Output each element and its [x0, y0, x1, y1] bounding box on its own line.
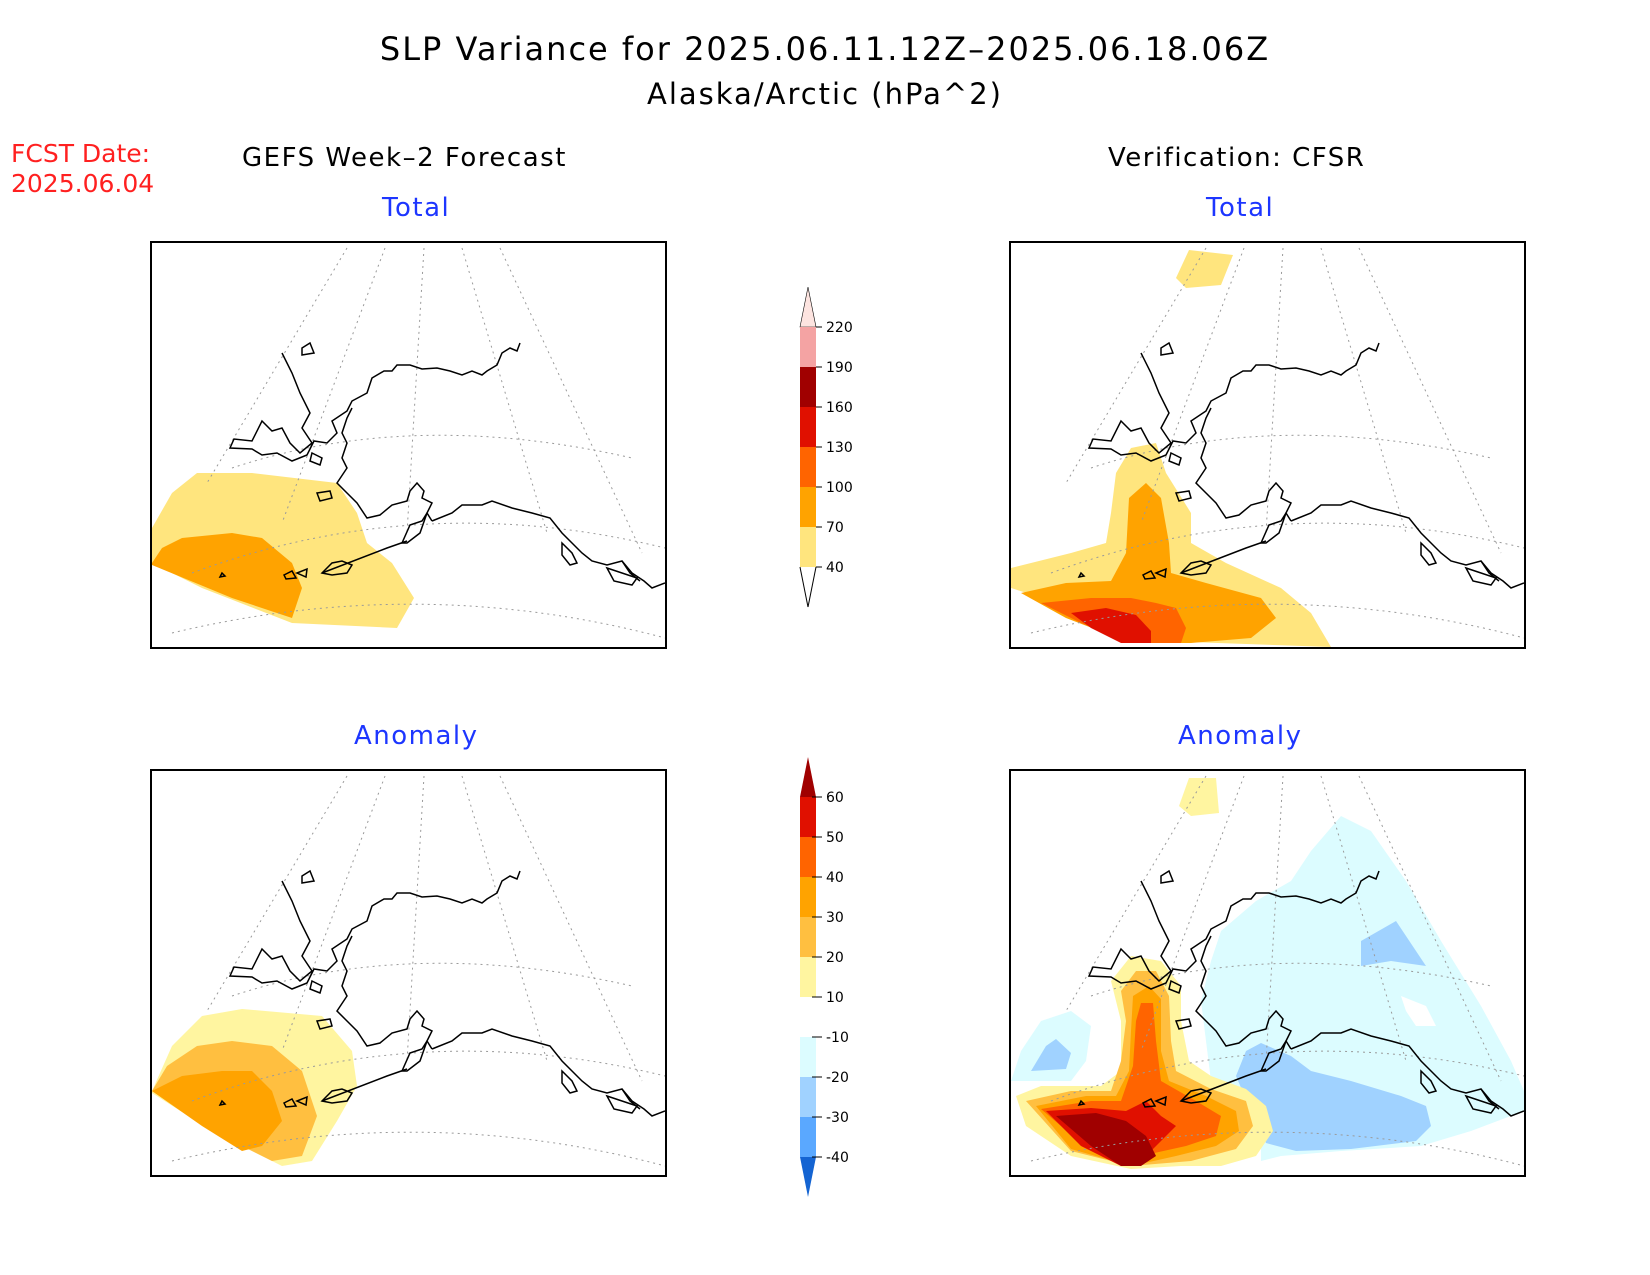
forecast-column-header: GEFS Week–2 Forecast: [242, 143, 567, 173]
colorbar-anomaly-label: -10: [826, 1030, 849, 1046]
colorbar-anomaly-label: 60: [826, 790, 844, 806]
colorbar-anomaly-label: -40: [826, 1150, 849, 1166]
colorbar-anomaly-segment: [800, 1157, 816, 1197]
colorbar-total: 220 190 160 130 100 70 40: [780, 285, 860, 615]
colorbar-total-segment: [800, 447, 816, 487]
colorbar-anomaly-label: -30: [826, 1110, 849, 1126]
colorbar-total-label: 70: [826, 520, 844, 536]
verification-column-header: Verification: CFSR: [1108, 143, 1366, 173]
colorbar-total-segment: [800, 527, 816, 567]
colorbar-total-tail: [807, 566, 817, 608]
colorbar-total-label: 40: [826, 560, 844, 576]
colorbar-total-segment: [800, 327, 816, 367]
verification-anomaly-label: Anomaly: [1178, 721, 1303, 751]
fcst-date-value: 2025.06.04: [11, 169, 155, 198]
main-title: SLP Variance for 2025.06.11.12Z–2025.06.…: [379, 30, 1271, 68]
forecast-anomaly-map: [150, 769, 667, 1177]
verification-anomaly-map: [1009, 769, 1526, 1177]
colorbar-anomaly-segment: [800, 837, 816, 877]
colorbar-anomaly-segment: [800, 1077, 816, 1117]
colorbar-anomaly-segment: [800, 997, 816, 1037]
colorbar-anomaly-label: 50: [826, 830, 844, 846]
colorbar-anomaly-label: 40: [826, 870, 844, 886]
colorbar-anomaly-label: -20: [826, 1070, 849, 1086]
colorbar-total-label: 100: [826, 480, 853, 496]
colorbar-total-label: 190: [826, 360, 853, 376]
colorbar-anomaly-segment: [800, 757, 816, 797]
colorbar-anomaly-segment: [800, 917, 816, 957]
colorbar-total-label: 130: [826, 440, 853, 456]
colorbar-anomaly-label: 10: [826, 990, 844, 1006]
colorbar-anomaly-segment: [800, 797, 816, 837]
fcst-date-label: FCST Date:: [11, 139, 151, 168]
colorbar-total-segment: [800, 487, 816, 527]
colorbar-total-segment: [799, 286, 817, 328]
fcst-date: FCST Date: 2025.06.04: [11, 139, 154, 199]
forecast-total-label: Total: [382, 193, 451, 223]
verification-total-map: [1009, 241, 1526, 649]
colorbar-total-label: 160: [826, 400, 853, 416]
colorbar-anomaly-segment: [800, 877, 816, 917]
colorbar-anomaly-segment: [800, 1117, 816, 1157]
colorbar-anomaly: 60 50 40 30 20 10 -10 -20 -30 -40: [780, 755, 860, 1205]
colorbar-anomaly-label: 20: [826, 950, 844, 966]
colorbar-anomaly-segment: [800, 957, 816, 997]
colorbar-total-label: 220: [826, 320, 853, 336]
colorbar-total-segment: [800, 407, 816, 447]
colorbar-total-tail: [799, 566, 809, 608]
colorbar-total-segment: [800, 367, 816, 407]
colorbar-anomaly-label: 30: [826, 910, 844, 926]
forecast-total-map: [150, 241, 667, 649]
main-subtitle: Alaska/Arctic (hPa^2): [647, 77, 1003, 111]
verification-total-label: Total: [1206, 193, 1275, 223]
forecast-anomaly-label: Anomaly: [354, 721, 479, 751]
colorbar-anomaly-segment: [800, 1037, 816, 1077]
